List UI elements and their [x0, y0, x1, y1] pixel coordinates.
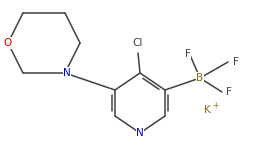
Text: F: F [185, 49, 191, 59]
Text: ·: · [195, 71, 197, 81]
Text: K: K [204, 105, 210, 115]
Text: N: N [63, 68, 71, 78]
Text: F: F [226, 87, 232, 97]
Text: Cl: Cl [133, 38, 143, 48]
Text: F: F [233, 57, 239, 67]
Text: +: + [212, 101, 218, 111]
Text: O: O [3, 38, 11, 48]
Text: N: N [136, 128, 144, 138]
Text: B: B [196, 73, 204, 83]
